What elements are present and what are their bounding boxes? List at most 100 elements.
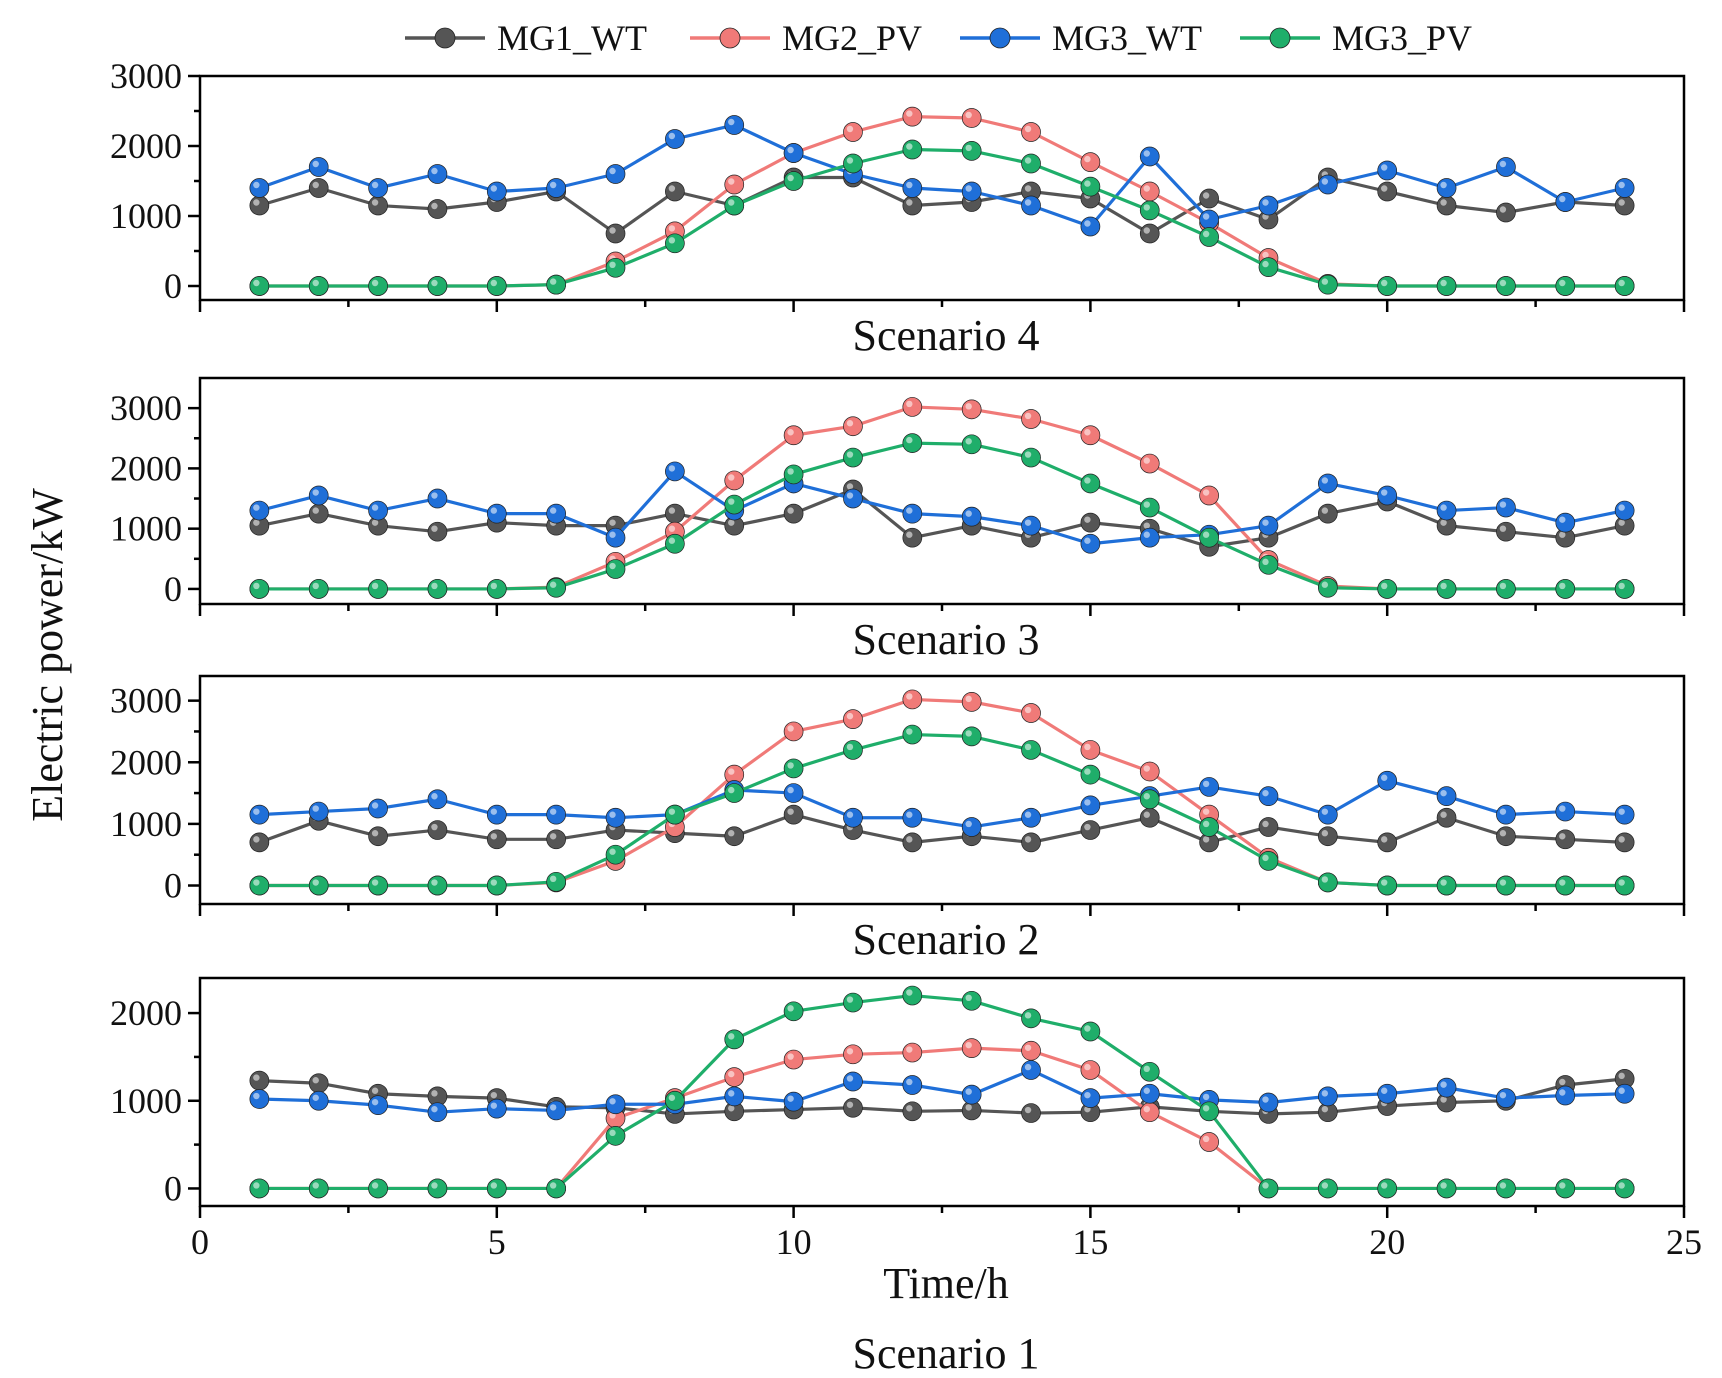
- data-point-highlight: [668, 525, 676, 532]
- data-point-highlight: [1499, 582, 1507, 590]
- data-point-highlight: [906, 1105, 913, 1112]
- data-point: [605, 1094, 626, 1115]
- data-point-highlight: [1381, 489, 1388, 496]
- data-point-highlight: [431, 202, 438, 210]
- data-point-highlight: [1024, 157, 1032, 164]
- data-point-highlight: [1618, 879, 1625, 886]
- data-point: [486, 804, 507, 825]
- data-point-highlight: [1381, 1182, 1388, 1189]
- data-point: [843, 153, 863, 174]
- data-point: [783, 721, 804, 742]
- data-point-highlight: [787, 808, 794, 815]
- data-point: [1199, 227, 1219, 247]
- data-point-highlight: [1202, 489, 1210, 496]
- data-point-highlight: [1084, 429, 1091, 436]
- data-point-highlight: [371, 199, 379, 206]
- data-point: [308, 276, 329, 296]
- data-point-highlight: [1143, 531, 1150, 538]
- data-point-highlight: [549, 1182, 557, 1189]
- data-point: [249, 1070, 270, 1091]
- series-line-mg3-wt: [259, 1068, 1625, 1114]
- data-point: [368, 875, 388, 896]
- data-point-highlight: [846, 811, 854, 818]
- legend-label-mg3-wt: MG3_WT: [1052, 18, 1202, 58]
- data-point: [546, 871, 567, 892]
- data-point: [1258, 1178, 1279, 1199]
- data-point: [783, 503, 804, 524]
- y-tick-label: 0: [164, 866, 182, 906]
- data-point-highlight: [431, 823, 438, 831]
- y-tick-label: 2000: [110, 448, 182, 488]
- plot-frame: [198, 674, 1686, 906]
- data-point-highlight: [431, 279, 438, 287]
- data-point: [249, 178, 270, 198]
- data-point: [902, 1101, 923, 1122]
- data-point-highlight: [965, 994, 972, 1001]
- data-point: [1080, 1060, 1101, 1080]
- data-point-highlight: [1440, 519, 1447, 526]
- data-point: [1021, 447, 1041, 468]
- data-point: [1496, 157, 1516, 177]
- data-point: [249, 804, 270, 825]
- data-point-highlight: [609, 531, 616, 538]
- data-point: [486, 1178, 507, 1199]
- legend: MG1_WT MG2_PV MG3_WT MG3_PV: [405, 18, 1472, 58]
- data-point: [605, 559, 626, 579]
- data-point: [1080, 512, 1101, 533]
- series-line-mg3-wt: [258, 123, 1626, 229]
- data-point-highlight: [1084, 220, 1091, 227]
- data-point: [1080, 425, 1101, 446]
- data-point-highlight: [371, 582, 379, 590]
- series-mg3-pv: [249, 433, 1635, 599]
- data-point-highlight: [1084, 537, 1091, 544]
- data-point: [1021, 1008, 1041, 1029]
- data-point: [1377, 160, 1398, 181]
- data-point-highlight: [312, 279, 319, 287]
- data-point: [665, 181, 685, 202]
- data-point-highlight: [490, 507, 497, 514]
- data-point-highlight: [1440, 1096, 1447, 1103]
- data-point-highlight: [1618, 1087, 1625, 1094]
- data-point-highlight: [846, 157, 854, 164]
- data-point-highlight: [431, 525, 438, 532]
- y-tick-label: 2000: [110, 993, 182, 1033]
- data-point-highlight: [1143, 1087, 1150, 1094]
- data-point-highlight: [371, 1087, 379, 1094]
- data-point-highlight: [668, 507, 676, 514]
- data-point: [1555, 579, 1576, 599]
- series-line-mg3-wt: [258, 469, 1625, 546]
- data-point: [427, 276, 448, 296]
- data-point: [1436, 195, 1457, 216]
- data-point-highlight: [728, 1033, 735, 1040]
- series-mg2-pv: [249, 397, 1635, 599]
- data-point: [1021, 409, 1041, 429]
- data-point-highlight: [549, 875, 557, 883]
- data-point-highlight: [431, 1182, 438, 1189]
- data-point-highlight: [1262, 558, 1269, 566]
- data-point-highlight: [1440, 181, 1447, 189]
- legend-marker-mg1-wt: [434, 27, 456, 49]
- data-point: [605, 1125, 626, 1146]
- data-point-highlight: [1499, 160, 1507, 168]
- data-point: [1436, 276, 1457, 296]
- data-point-highlight: [668, 185, 676, 192]
- data-point: [1377, 181, 1398, 202]
- data-point: [486, 1098, 507, 1119]
- data-point-highlight: [1262, 519, 1269, 526]
- data-point: [1199, 1101, 1219, 1122]
- data-point-highlight: [609, 167, 616, 175]
- data-point: [249, 579, 270, 599]
- data-point-highlight: [312, 582, 319, 590]
- data-point: [902, 195, 923, 216]
- data-point-highlight: [1381, 879, 1388, 886]
- data-point: [1317, 826, 1338, 847]
- y-axis-title: Electric power/kW: [23, 488, 72, 822]
- data-point-highlight: [1381, 164, 1388, 171]
- data-point-highlight: [1381, 582, 1388, 590]
- data-point-highlight: [728, 178, 735, 185]
- data-point-highlight: [1084, 477, 1091, 484]
- data-point: [1021, 740, 1041, 760]
- data-point: [1555, 276, 1576, 296]
- data-point-highlight: [1559, 1089, 1566, 1096]
